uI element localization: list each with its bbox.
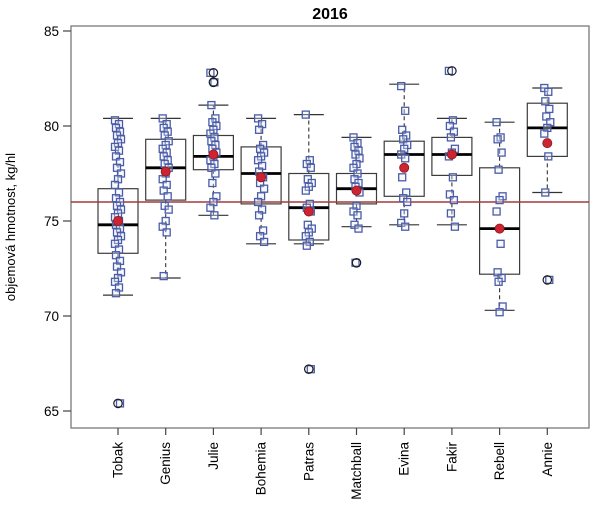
data-points-annie xyxy=(540,83,555,285)
data-point-square xyxy=(401,222,410,231)
outlier-circle xyxy=(542,275,553,285)
data-point-square xyxy=(446,209,456,218)
data-point-square xyxy=(301,186,310,195)
data-points-julie xyxy=(206,68,221,220)
data-point-square xyxy=(494,165,503,174)
outlier-circle xyxy=(447,66,457,76)
mean-dot-tobak xyxy=(113,215,124,226)
y-tick-label: 85 xyxy=(44,24,59,39)
data-point-square xyxy=(254,125,264,134)
mean-dot-annie xyxy=(542,138,553,149)
data-point-square xyxy=(494,277,503,286)
outlier-circle xyxy=(351,257,362,268)
data-point-square xyxy=(162,228,171,237)
x-tick-label-matchball: Matchball xyxy=(349,442,364,500)
data-point-square xyxy=(495,195,504,205)
data-point-square xyxy=(354,224,363,233)
data-points-genius xyxy=(158,114,173,281)
data-points-matchball xyxy=(349,133,364,267)
data-point-square xyxy=(163,192,172,201)
data-point-square xyxy=(353,211,362,220)
data-points-rebell xyxy=(492,118,507,317)
mean-dot-matchball xyxy=(351,185,362,196)
data-point-square xyxy=(159,271,168,281)
data-point-square xyxy=(403,197,412,207)
data-points-bohemia xyxy=(253,114,269,247)
data-point-square xyxy=(449,195,459,205)
data-point-square xyxy=(302,241,311,250)
data-points-tobak xyxy=(110,116,126,408)
data-point-square xyxy=(495,308,504,317)
data-point-square xyxy=(110,180,120,190)
x-tick-label-julie: Julie xyxy=(206,442,221,470)
data-point-square xyxy=(545,104,554,114)
data-point-square xyxy=(450,222,460,231)
x-tick-label-patras: Patras xyxy=(301,442,316,481)
data-point-square xyxy=(544,87,553,96)
mean-dot-bohemia xyxy=(256,172,267,183)
data-point-square xyxy=(206,203,215,212)
data-point-square xyxy=(492,207,501,216)
data-point-square xyxy=(544,152,553,161)
plot-area: 65 70 75 80 85 Tobak Genius Julie Bohemia Patras M… xyxy=(44,24,590,500)
data-point-square xyxy=(493,135,502,144)
mean-dot-evina xyxy=(399,162,410,173)
x-tick-label-genius: Genius xyxy=(158,442,173,485)
data-point-square xyxy=(164,205,173,214)
mean-dot-fakir xyxy=(446,149,457,160)
y-axis-label: objemová hmotnost, kg/hl xyxy=(3,153,18,301)
data-point-square xyxy=(253,197,263,207)
mean-dot-patras xyxy=(303,206,314,217)
data-point-square xyxy=(259,184,269,193)
iqr-box xyxy=(431,136,473,176)
data-points-fakir xyxy=(444,66,460,231)
mean-dot-rebell xyxy=(494,223,505,234)
iqr-box xyxy=(479,167,521,275)
data-point-square xyxy=(446,133,456,142)
data-point-square xyxy=(496,239,505,248)
data-point-square xyxy=(398,173,407,182)
data-point-square xyxy=(207,100,216,110)
mean-dot-julie xyxy=(208,149,219,160)
iqr-box xyxy=(526,102,568,157)
x-tick-label-fakir: Fakir xyxy=(444,441,459,472)
data-point-square xyxy=(541,97,550,106)
x-tick-label-tobak: Tobak xyxy=(111,442,126,478)
data-point-square xyxy=(208,178,217,188)
x-tick-label-rebell: Rebell xyxy=(492,442,507,480)
x-tick-label-bohemia: Bohemia xyxy=(254,442,269,496)
y-tick-label: 70 xyxy=(44,309,59,324)
y-tick-label: 80 xyxy=(44,119,59,134)
plot-frame xyxy=(70,25,590,429)
data-point-square xyxy=(448,173,458,182)
data-point-square xyxy=(541,188,550,197)
chart-title: 2016 xyxy=(312,6,348,23)
outlier-circle xyxy=(113,398,123,409)
y-tick-label: 75 xyxy=(44,214,59,229)
outlier-circle xyxy=(208,68,219,78)
data-point-square xyxy=(400,209,409,218)
mean-dot-genius xyxy=(160,166,171,177)
data-point-square xyxy=(211,169,220,178)
data-point-square xyxy=(210,211,219,220)
y-tick-label: 65 xyxy=(44,404,59,419)
data-points-evina xyxy=(397,81,412,231)
data-point-square xyxy=(497,148,506,157)
data-point-square xyxy=(111,289,121,298)
outlier-circle xyxy=(303,364,314,374)
data-point-square xyxy=(401,106,410,115)
x-tick-label-evina: Evina xyxy=(397,442,412,476)
outlier-circle xyxy=(208,77,219,88)
data-point-square xyxy=(397,81,406,91)
data-point-square xyxy=(254,211,264,220)
data-point-square xyxy=(492,118,501,127)
data-point-square xyxy=(259,237,269,247)
x-tick-label-annie: Annie xyxy=(540,442,555,477)
data-point-square xyxy=(301,110,310,119)
data-point-square xyxy=(540,129,549,138)
data-point-square xyxy=(401,154,410,163)
data-point-square xyxy=(306,163,315,172)
